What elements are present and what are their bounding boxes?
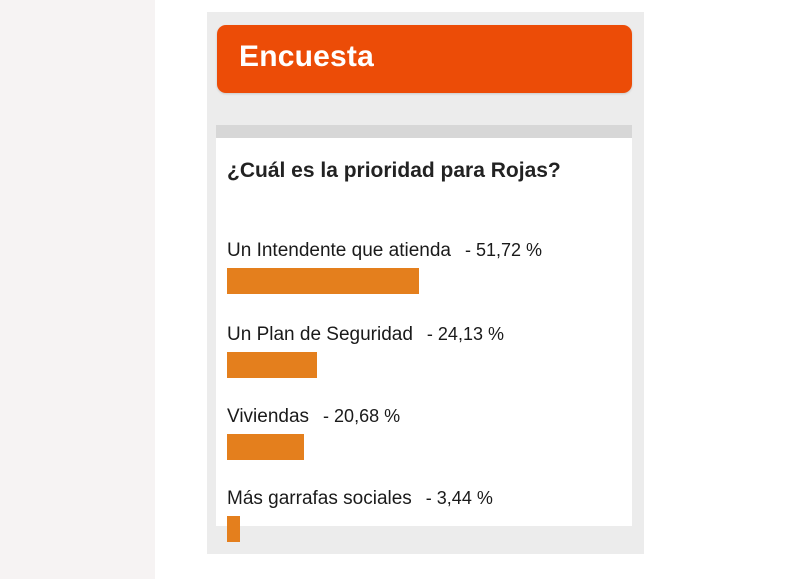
poll-header: Encuesta xyxy=(217,25,632,93)
option-percent: - 24,13 % xyxy=(426,324,504,344)
option-percent: - 51,72 % xyxy=(464,240,543,260)
result-bar xyxy=(227,352,317,378)
poll-question: ¿Cuál es la prioridad para Rojas? xyxy=(227,159,561,182)
result-bar xyxy=(227,268,419,294)
left-blank-area xyxy=(0,0,155,579)
poll-widget: Encuesta ¿Cuál es la prioridad para Roja… xyxy=(207,12,644,554)
poll-option-intendente: Un Intendente que atienda - 51,72 % xyxy=(227,240,617,294)
result-bar xyxy=(227,434,304,460)
option-label: Viviendas xyxy=(227,406,310,427)
header-divider xyxy=(216,125,632,138)
option-label: Un Plan de Seguridad xyxy=(227,324,413,345)
poll-option-seguridad: Un Plan de Seguridad - 24,13 % xyxy=(227,324,617,378)
option-percent: - 3,44 % xyxy=(425,488,493,508)
poll-results-panel: ¿Cuál es la prioridad para Rojas? Un Int… xyxy=(216,138,632,542)
poll-option-garrafas: Más garrafas sociales - 3,44 % xyxy=(227,488,617,542)
option-percent: - 20,68 % xyxy=(323,406,401,426)
option-label: Un Intendente que atienda xyxy=(227,240,451,261)
result-bar xyxy=(227,516,240,542)
poll-option-viviendas: Viviendas - 20,68 % xyxy=(227,406,617,460)
option-label: Más garrafas sociales xyxy=(227,488,412,509)
poll-title: Encuesta xyxy=(239,40,374,73)
